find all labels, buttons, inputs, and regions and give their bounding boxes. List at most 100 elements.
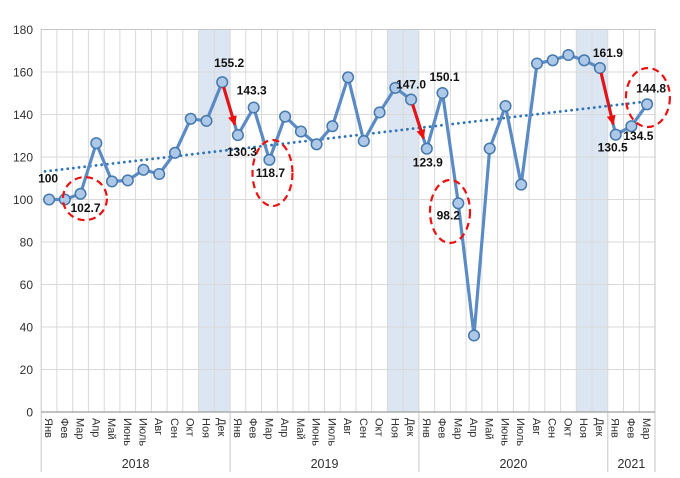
data-point-marker (546, 54, 559, 67)
data-point-marker (168, 146, 182, 159)
y-axis-tick-label: 140 (13, 108, 33, 122)
x-axis-month-label: Фев (624, 418, 636, 438)
x-axis-month-label: Июнь (310, 418, 322, 446)
x-axis-month-label: Апр (89, 418, 101, 437)
data-label: 144.8 (636, 81, 666, 95)
year-label: 2021 (617, 457, 645, 471)
data-point-marker (641, 98, 654, 111)
data-label: 134.5 (623, 129, 653, 143)
data-label: 123.9 (413, 156, 443, 170)
year-label: 2020 (499, 457, 527, 471)
data-label: 130.3 (227, 145, 257, 159)
data-label: 155.2 (214, 56, 244, 70)
annotation-arrow (411, 103, 426, 140)
x-axis-month-label: Окт (184, 418, 196, 437)
data-point-marker (247, 101, 260, 114)
annotation-arrow (222, 86, 237, 127)
data-point-marker (153, 167, 166, 181)
x-axis-month-label: Сен (546, 418, 558, 438)
data-label: 147.0 (396, 78, 426, 92)
x-axis-month-label: Дек (215, 418, 227, 437)
data-label: 130.5 (598, 141, 628, 155)
y-axis-tick-label: 160 (13, 65, 33, 79)
x-axis-month-labels: Янв Фев Мар Апр Май Июнь Июль Авг Сен Окт Ноя Дек Ян… (42, 418, 652, 446)
data-labels: 100 102.7 155.2 130.3 143.3 118.7 147.0 123.9 15… (38, 46, 666, 222)
year-labels: 2018 2019 2020 2021 (122, 457, 646, 471)
y-axis-tick-label: 180 (13, 23, 33, 37)
annotation-ellipse (624, 66, 672, 129)
data-point-marker (578, 54, 591, 67)
y-axis-tick-label: 60 (20, 278, 34, 292)
annotation-ellipse (251, 138, 294, 208)
data-point-marker (609, 128, 622, 141)
data-point-marker (326, 120, 339, 133)
data-point-marker (310, 138, 323, 151)
data-point-marker (216, 76, 229, 89)
data-point-marker (263, 153, 276, 166)
data-label: 150.1 (429, 70, 459, 84)
data-label: 100 (38, 172, 58, 186)
x-axis-month-label: Фев (58, 418, 70, 438)
data-point-markers (43, 48, 654, 342)
data-point-marker (342, 71, 355, 84)
x-axis-month-label: Янв (231, 418, 243, 438)
data-label: 143.3 (237, 84, 267, 98)
data-point-marker (420, 142, 433, 155)
data-label: 102.7 (70, 201, 100, 215)
data-point-marker (184, 112, 197, 125)
x-axis-month-label: Фев (247, 418, 259, 438)
y-axis-tick-label: 120 (13, 150, 33, 164)
data-point-marker (562, 48, 575, 62)
x-axis-month-label: Июнь (499, 418, 511, 446)
x-axis-month-label: Авг (530, 418, 542, 435)
y-axis-labels: 0 20 40 60 80 100 120 140 160 180 (13, 23, 34, 419)
x-axis-month-label: Ноя (388, 418, 400, 438)
y-axis-tick-label: 100 (13, 193, 33, 207)
y-axis-tick-label: 0 (26, 405, 33, 419)
x-axis-month-label: Мар (640, 418, 652, 440)
data-point-marker (58, 193, 71, 206)
x-axis-month-label: Сен (357, 418, 369, 438)
x-axis-month-label: Окт (561, 418, 573, 437)
x-axis-month-label: Май (483, 418, 495, 440)
x-axis-month-label: Ноя (200, 418, 212, 438)
data-point-marker (105, 175, 119, 188)
x-axis-month-label: Июль (137, 418, 149, 446)
year-label: 2019 (311, 457, 339, 471)
data-point-marker (499, 99, 512, 113)
data-point-marker (452, 197, 465, 210)
data-point-marker (389, 81, 402, 94)
x-axis-month-label: Авг (152, 418, 164, 435)
data-point-marker (294, 125, 307, 138)
x-axis-month-label: Июнь (121, 418, 133, 446)
data-point-marker (467, 329, 481, 342)
data-point-marker (231, 129, 244, 142)
annotation-arrow (599, 72, 616, 126)
year-label: 2018 (122, 457, 150, 471)
gridlines (41, 29, 655, 412)
data-point-marker (483, 142, 496, 155)
y-axis-tick-label: 40 (20, 320, 34, 334)
data-point-marker (200, 114, 213, 127)
x-axis-month-label: Апр (467, 418, 479, 437)
x-axis-month-label: Апр (278, 418, 290, 437)
data-point-marker (137, 163, 150, 176)
y-axis-tick-label: 80 (20, 235, 34, 249)
x-axis-month-label: Авг (341, 418, 353, 435)
x-axis-month-label: Дек (593, 418, 605, 437)
data-point-marker (405, 93, 418, 106)
x-axis-month-label: Мар (451, 418, 463, 440)
annotation-arrows (222, 72, 616, 140)
y-axis-tick-label: 20 (20, 363, 34, 377)
year-axis (40, 412, 656, 472)
data-point-marker (625, 120, 638, 133)
data-point-marker (515, 178, 528, 191)
x-axis-month-label: Янв (420, 418, 432, 438)
data-point-marker (121, 174, 134, 187)
data-point-marker (436, 86, 449, 100)
x-axis-month-label: Мар (262, 418, 274, 440)
annotation-ellipse (61, 176, 109, 222)
x-axis-month-label: Мар (74, 418, 86, 440)
x-axis-month-label: Фев (436, 418, 448, 438)
